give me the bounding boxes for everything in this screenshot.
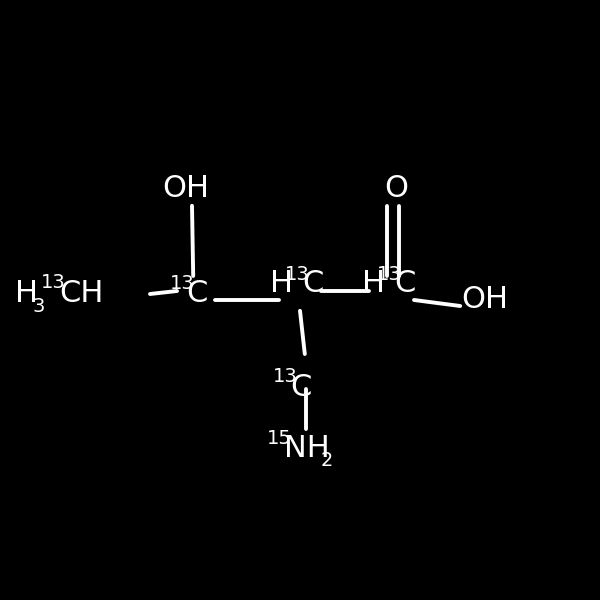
Text: 13: 13 [273,367,298,386]
Text: O: O [384,175,408,203]
Text: 13: 13 [41,272,65,292]
Text: OH: OH [162,175,209,203]
Text: CH: CH [59,280,103,308]
Text: OH: OH [461,286,508,314]
Text: H: H [270,269,293,298]
Text: 2: 2 [321,451,334,470]
Text: C: C [186,280,208,308]
Text: 13: 13 [377,265,401,284]
Text: NH: NH [284,434,329,463]
Text: 15: 15 [267,428,292,448]
Text: H: H [362,269,385,298]
Text: 13: 13 [170,274,194,293]
Text: C: C [290,373,311,401]
Text: 13: 13 [285,265,310,284]
Text: C: C [394,269,416,298]
Text: H: H [15,280,38,308]
Text: 3: 3 [33,296,46,316]
Text: C: C [302,269,323,298]
